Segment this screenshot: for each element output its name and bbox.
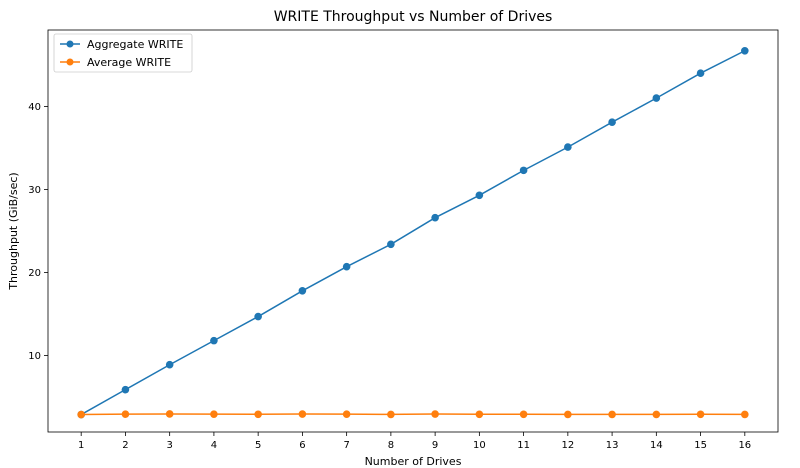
data-point bbox=[652, 94, 661, 102]
data-point bbox=[741, 46, 749, 55]
data-point bbox=[298, 410, 307, 418]
data-point bbox=[298, 287, 307, 295]
x-tick-label: 6 bbox=[299, 440, 305, 451]
data-point bbox=[564, 143, 572, 151]
data-point bbox=[342, 262, 351, 271]
series-aggregate-write bbox=[77, 46, 749, 419]
data-point bbox=[254, 312, 262, 321]
data-point bbox=[696, 69, 705, 77]
x-tick-label: 9 bbox=[432, 440, 438, 451]
y-tick-label: 30 bbox=[28, 185, 41, 196]
y-tick-label: 10 bbox=[28, 351, 41, 362]
x-tick-label: 4 bbox=[211, 440, 217, 451]
data-point bbox=[652, 410, 661, 419]
data-point bbox=[121, 410, 130, 418]
x-tick-label: 16 bbox=[738, 440, 751, 451]
data-point bbox=[608, 118, 616, 126]
data-point bbox=[254, 410, 262, 419]
data-point bbox=[431, 213, 439, 222]
data-point bbox=[475, 410, 484, 419]
data-point bbox=[519, 410, 528, 419]
y-axis-title: Throughput (GiB/sec) bbox=[7, 172, 20, 290]
x-tick-label: 3 bbox=[166, 440, 172, 451]
x-tick-label: 15 bbox=[694, 440, 707, 451]
data-point bbox=[210, 410, 218, 418]
x-tick-label: 1 bbox=[78, 440, 84, 451]
x-axis-title: Number of Drives bbox=[365, 455, 462, 468]
legend: Aggregate WRITE Average WRITE bbox=[53, 33, 193, 73]
data-point bbox=[387, 410, 395, 419]
series-line bbox=[80, 50, 746, 416]
data-point bbox=[564, 410, 572, 419]
data-point bbox=[387, 240, 395, 249]
x-tick-label: 11 bbox=[517, 440, 530, 451]
data-point bbox=[696, 410, 705, 419]
x-tick-label: 7 bbox=[343, 440, 349, 451]
series-average-write bbox=[77, 410, 749, 419]
data-point bbox=[431, 410, 439, 418]
data-point bbox=[165, 360, 174, 369]
x-tick-label: 10 bbox=[473, 440, 486, 451]
data-point bbox=[342, 410, 351, 418]
data-point bbox=[475, 191, 484, 200]
data-point bbox=[741, 410, 749, 419]
chart-title: WRITE Throughput vs Number of Drives bbox=[274, 9, 553, 25]
legend-box bbox=[53, 33, 193, 73]
x-tick-label: 2 bbox=[122, 440, 128, 451]
y-tick-label: 20 bbox=[28, 268, 41, 279]
legend-label: Average WRITE bbox=[87, 56, 171, 69]
data-point bbox=[210, 336, 218, 345]
plot-area bbox=[47, 29, 779, 433]
series-line bbox=[81, 413, 745, 416]
data-point bbox=[77, 410, 85, 419]
data-point bbox=[121, 385, 130, 394]
legend-label: Aggregate WRITE bbox=[87, 38, 183, 51]
x-tick-label: 12 bbox=[561, 440, 574, 451]
series-layer bbox=[77, 46, 749, 419]
x-tick-label: 13 bbox=[606, 440, 619, 451]
x-tick-label: 5 bbox=[255, 440, 261, 451]
y-axis: 10 20 30 40 bbox=[28, 102, 48, 362]
legend-marker bbox=[66, 40, 74, 48]
data-point bbox=[165, 410, 174, 418]
x-axis: 1 2 3 4 5 6 7 8 9 10 11 12 13 14 15 16 bbox=[78, 432, 751, 451]
legend-marker bbox=[66, 58, 74, 66]
x-tick-label: 14 bbox=[650, 440, 663, 451]
y-tick-label: 40 bbox=[28, 102, 41, 113]
data-point bbox=[519, 166, 528, 175]
x-tick-label: 8 bbox=[388, 440, 394, 451]
data-point bbox=[608, 410, 616, 419]
